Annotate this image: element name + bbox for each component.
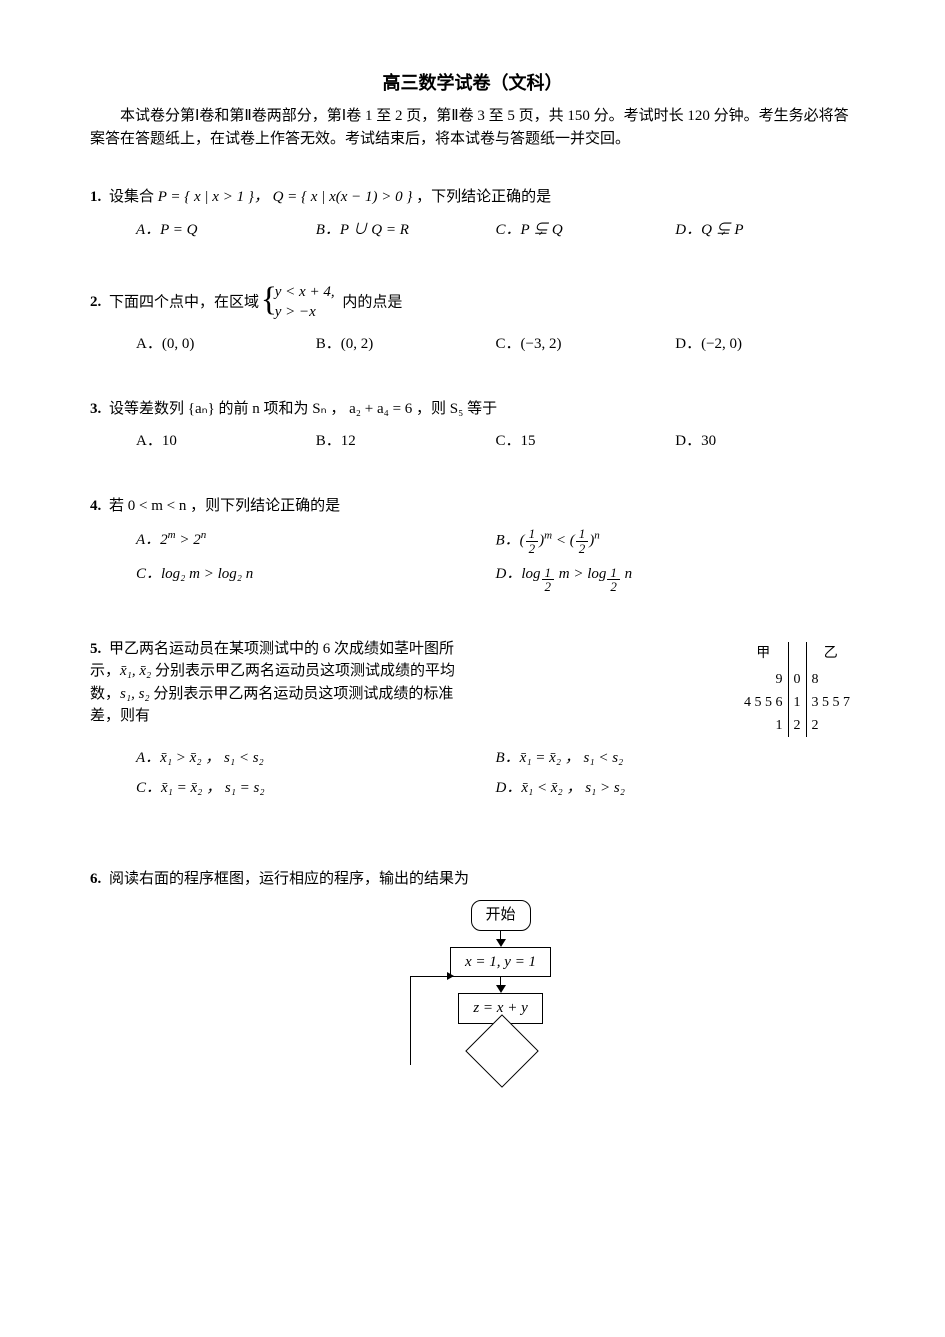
q6-stem: 阅读右面的程序框图，运行相应的程序，输出的结果为 bbox=[109, 871, 469, 887]
q5-opt-a: A．x̄₁ > x̄₂ ， s₁ < s₂ bbox=[136, 747, 496, 770]
sl-r3-s: 2 bbox=[788, 714, 806, 737]
q1-options: A．P = Q B．P ∪ Q = R C．P ⊊ Q D．Q ⊊ P bbox=[90, 219, 855, 248]
q3-opt-c: C．15 bbox=[496, 430, 676, 453]
q2-line2: y > −x bbox=[275, 303, 335, 323]
q2-line1: y < x + 4, bbox=[275, 283, 335, 303]
q5-l1: 甲乙两名运动员在某项测试中的 6 次成绩如茎叶图所 bbox=[109, 641, 454, 657]
sl-r2-s: 1 bbox=[788, 691, 806, 714]
q2-opt-b: B．(0, 2) bbox=[316, 333, 496, 356]
q4-num: 4. bbox=[90, 498, 101, 514]
q1-opt-b: B．P ∪ Q = R bbox=[316, 219, 496, 242]
sl-r3-l: 1 bbox=[739, 714, 788, 737]
flow-init: x = 1, y = 1 bbox=[450, 947, 551, 978]
q2-brace: { y < x + 4, y > −x bbox=[267, 283, 335, 323]
q3-opt-d: D．30 bbox=[675, 430, 855, 453]
flow-loop-line bbox=[410, 976, 451, 1065]
q4-opt-c: C．log₂ m > log₂ n bbox=[136, 563, 496, 594]
q1-stem-c: ，下列结论正确的是 bbox=[416, 189, 551, 205]
q6-num: 6. bbox=[90, 871, 101, 887]
sl-r1-r: 8 bbox=[806, 668, 855, 691]
q4-opt-a: A．2m > 2n bbox=[136, 527, 496, 555]
q1-stem-math: P = { x | x > 1 }， Q = { x | x(x − 1) > … bbox=[158, 189, 413, 205]
sl-hdr-l: 甲 bbox=[739, 642, 788, 668]
question-1: 1. 设集合 P = { x | x > 1 }， Q = { x | x(x … bbox=[90, 186, 855, 209]
q1-opt-d: D．Q ⊊ P bbox=[675, 219, 855, 242]
q4-opt-d: D．log12 m > log12 n bbox=[496, 563, 856, 594]
q1-opt-a: A．P = Q bbox=[136, 219, 316, 242]
sl-hdr-r: 乙 bbox=[806, 642, 855, 668]
sl-r2-l: 4 5 5 6 bbox=[739, 691, 788, 714]
q3-options: A．10 B．12 C．15 D．30 bbox=[90, 430, 855, 459]
intro-paragraph: 本试卷分第Ⅰ卷和第Ⅱ卷两部分，第Ⅰ卷 1 至 2 页，第Ⅱ卷 3 至 5 页，共… bbox=[90, 105, 855, 150]
question-6: 6. 阅读右面的程序框图，运行相应的程序，输出的结果为 bbox=[90, 868, 855, 891]
question-4: 4. 若 0 < m < n ，则下列结论正确的是 bbox=[90, 495, 855, 518]
q2-num: 2. bbox=[90, 294, 101, 310]
q4-options: A．2m > 2n B．(12)m < (12)n C．log₂ m > log… bbox=[90, 527, 855, 602]
q3-opt-a: A．10 bbox=[136, 430, 316, 453]
flowchart: 开始 x = 1, y = 1 z = x + y bbox=[450, 900, 855, 1060]
q5-options: A．x̄₁ > x̄₂ ， s₁ < s₂ B．x̄₁ = x̄₂ ， s₁ <… bbox=[90, 747, 855, 808]
q2-options: A．(0, 0) B．(0, 2) C．(−3, 2) D．(−2, 0) bbox=[90, 333, 855, 362]
sl-r1-l: 9 bbox=[739, 668, 788, 691]
page-title: 高三数学试卷（文科） bbox=[90, 70, 855, 97]
q4-stem: 若 0 < m < n ，则下列结论正确的是 bbox=[109, 498, 340, 514]
q2-opt-d: D．(−2, 0) bbox=[675, 333, 855, 356]
flow-decision bbox=[465, 1014, 539, 1088]
q2-opt-c: C．(−3, 2) bbox=[496, 333, 676, 356]
q2-stem-a: 下面四个点中，在区域 bbox=[109, 294, 259, 310]
q5-opt-d: D．x̄₁ < x̄₂ ， s₁ > s₂ bbox=[496, 777, 856, 800]
q1-opt-c: C．P ⊊ Q bbox=[496, 219, 676, 242]
q1-num: 1. bbox=[90, 189, 101, 205]
q2-stem-b: 内的点是 bbox=[342, 294, 402, 310]
question-3: 3. 设等差数列 {aₙ} 的前 n 项和为 Sₙ ， a₂ + a₄ = 6 … bbox=[90, 398, 855, 421]
q5-num: 5. bbox=[90, 641, 101, 657]
q3-stem: 设等差数列 {aₙ} 的前 n 项和为 Sₙ ， a₂ + a₄ = 6 ，则 … bbox=[109, 401, 497, 417]
sl-r2-r: 3 5 5 7 bbox=[806, 691, 855, 714]
q2-opt-a: A．(0, 0) bbox=[136, 333, 316, 356]
question-2: 2. 下面四个点中，在区域 { y < x + 4, y > −x 内的点是 bbox=[90, 283, 855, 323]
q5-opt-b: B．x̄₁ = x̄₂ ， s₁ < s₂ bbox=[496, 747, 856, 770]
q5-opt-c: C．x̄₁ = x̄₂ ， s₁ = s₂ bbox=[136, 777, 496, 800]
q4-opt-b: B．(12)m < (12)n bbox=[496, 527, 856, 555]
q3-opt-b: B．12 bbox=[316, 430, 496, 453]
flow-loop-arrow bbox=[447, 972, 454, 980]
flow-start: 开始 bbox=[471, 900, 531, 931]
sl-r3-r: 2 bbox=[806, 714, 855, 737]
sl-r1-s: 0 bbox=[788, 668, 806, 691]
question-5: 5. 甲乙两名运动员在某项测试中的 6 次成绩如茎叶图所 示，x̄₁, x̄₂ … bbox=[90, 638, 855, 737]
q3-num: 3. bbox=[90, 401, 101, 417]
q1-stem-a: 设集合 bbox=[109, 189, 158, 205]
stem-leaf-plot: 甲 乙 9 0 8 4 5 5 6 1 3 5 5 7 1 2 2 bbox=[739, 642, 855, 737]
